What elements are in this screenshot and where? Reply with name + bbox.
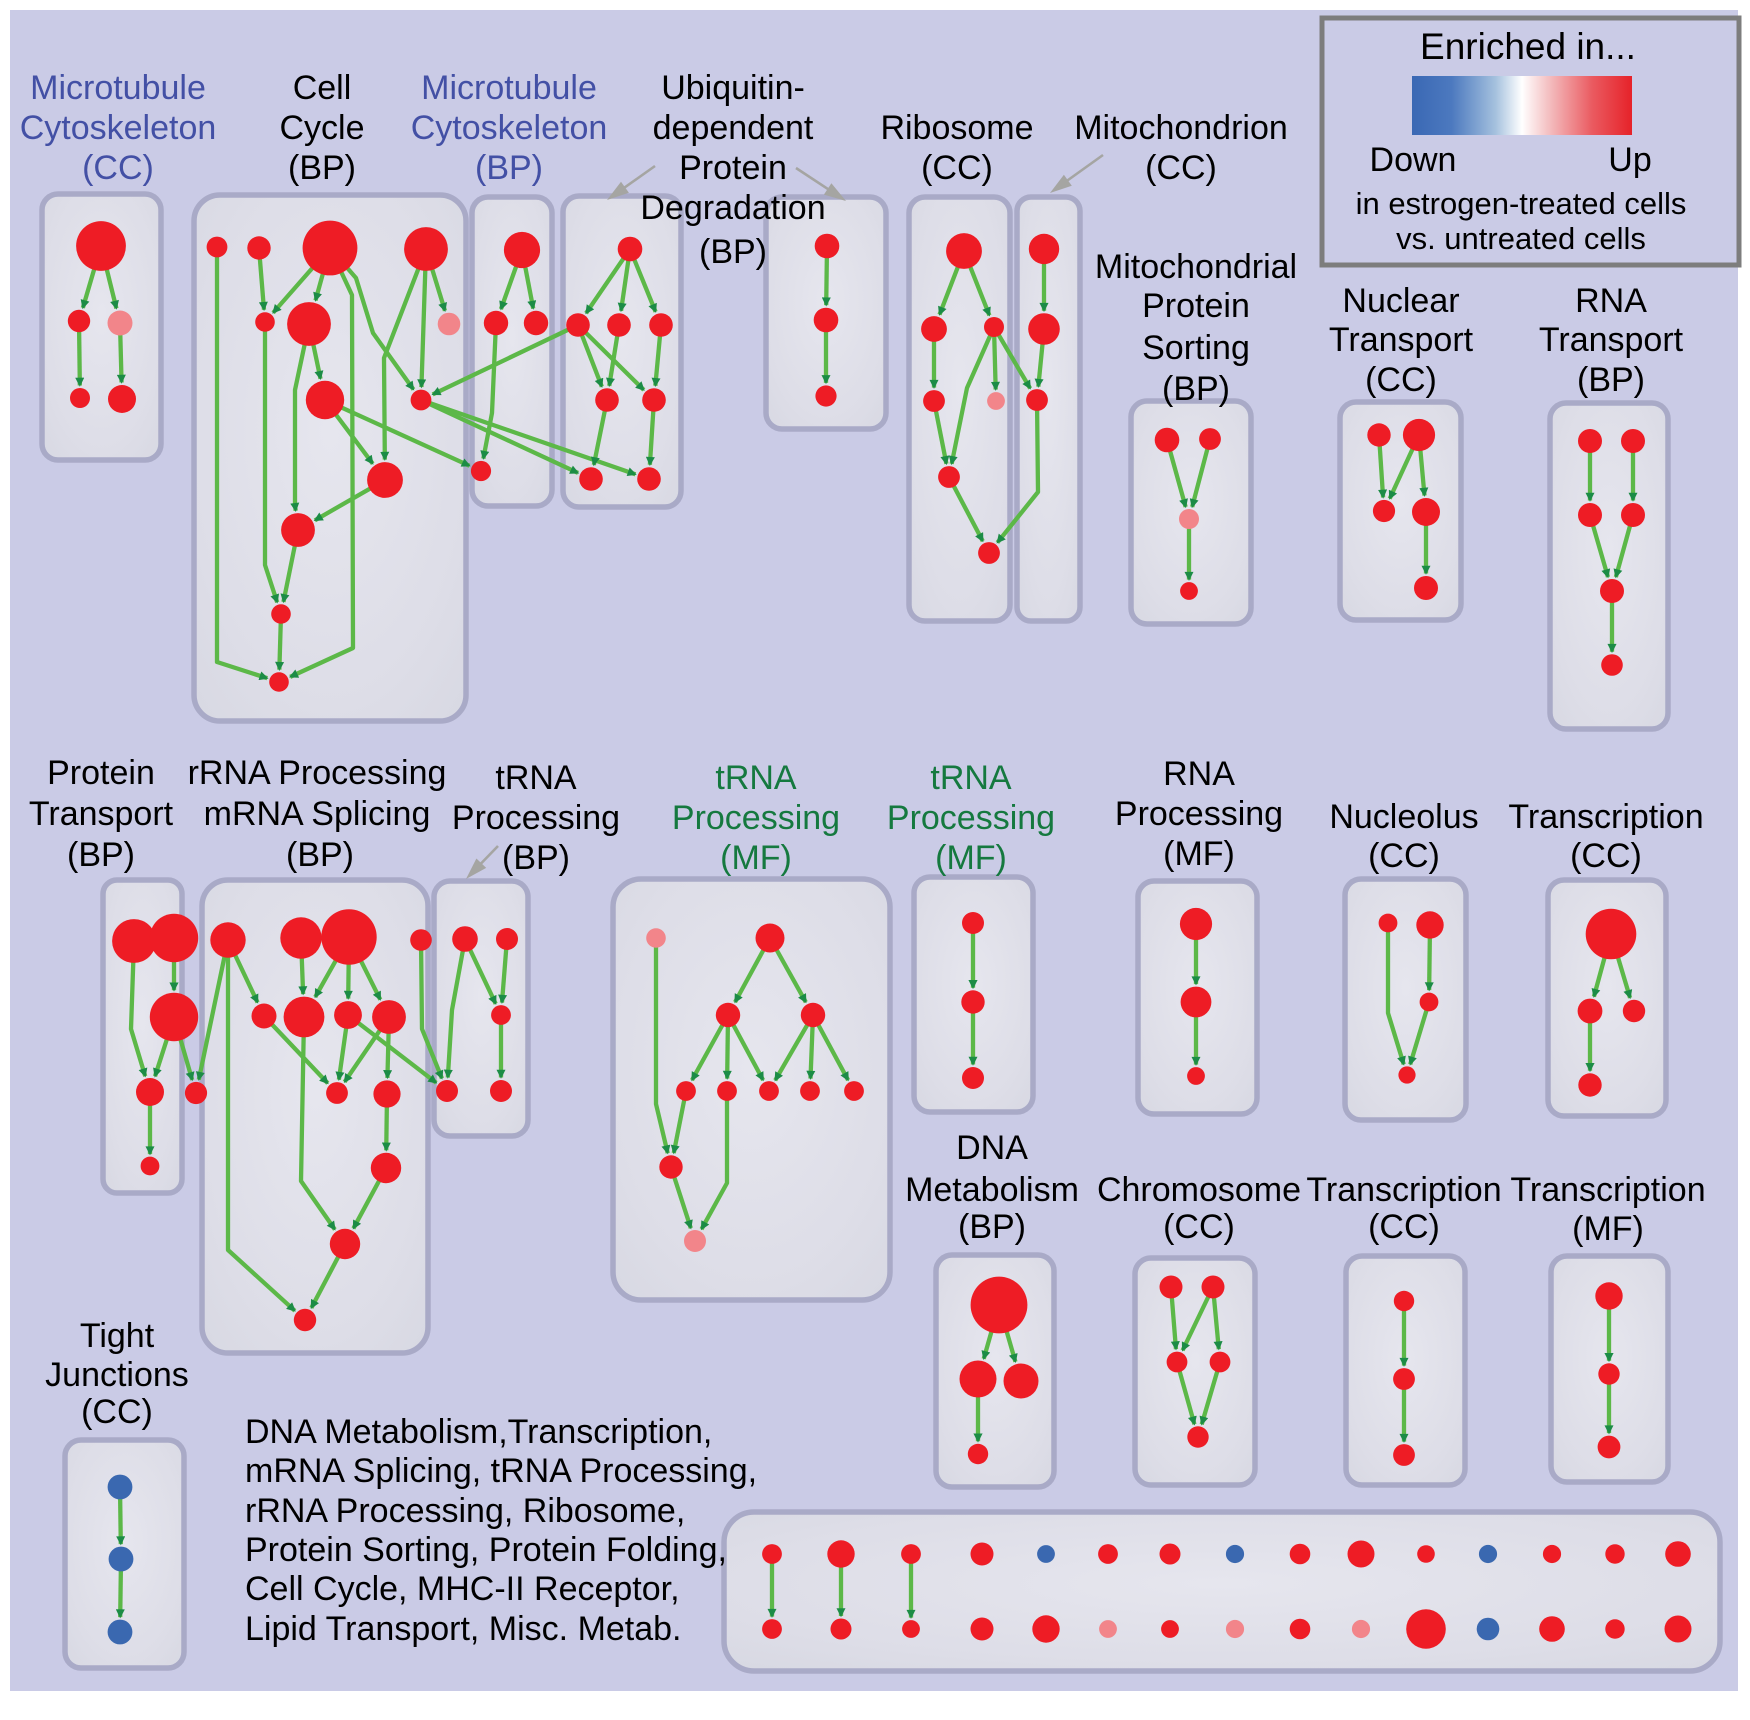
svg-text:mRNA Splicing: mRNA Splicing: [204, 795, 431, 833]
svg-text:Processing: Processing: [452, 799, 620, 837]
svg-text:(CC): (CC): [82, 149, 154, 187]
svg-text:Degradation: Degradation: [640, 189, 825, 227]
svg-text:tRNA: tRNA: [495, 759, 577, 797]
svg-text:Cycle: Cycle: [279, 109, 364, 147]
svg-text:Protein: Protein: [47, 754, 155, 792]
svg-text:vs. untreated cells: vs. untreated cells: [1396, 221, 1646, 256]
svg-text:Ribosome: Ribosome: [880, 109, 1033, 147]
svg-text:(CC): (CC): [1368, 1208, 1440, 1246]
svg-text:Transport: Transport: [1539, 321, 1684, 359]
svg-text:Up: Up: [1608, 141, 1651, 179]
svg-text:(CC): (CC): [1145, 149, 1217, 187]
svg-text:(CC): (CC): [921, 149, 993, 187]
svg-text:Transcription: Transcription: [1510, 1171, 1705, 1209]
svg-text:(CC): (CC): [1570, 837, 1642, 875]
svg-text:Metabolism: Metabolism: [905, 1171, 1079, 1209]
svg-text:Cell Cycle, MHC-II Receptor,: Cell Cycle, MHC-II Receptor,: [245, 1570, 680, 1608]
svg-text:(BP): (BP): [1577, 361, 1645, 399]
svg-text:(BP): (BP): [475, 149, 543, 187]
svg-text:Transport: Transport: [1329, 321, 1474, 359]
svg-text:Mitochondrial: Mitochondrial: [1095, 248, 1297, 286]
svg-text:Nuclear: Nuclear: [1342, 282, 1459, 320]
svg-text:Mitochondrion: Mitochondrion: [1074, 109, 1288, 147]
svg-text:rRNA Processing, Ribosome,: rRNA Processing, Ribosome,: [245, 1492, 685, 1530]
svg-text:Enriched in...: Enriched in...: [1420, 26, 1636, 67]
svg-text:(BP): (BP): [1162, 370, 1230, 408]
svg-text:(MF): (MF): [1163, 835, 1235, 873]
svg-text:(MF): (MF): [720, 839, 792, 877]
svg-text:(BP): (BP): [288, 149, 356, 187]
svg-text:(CC): (CC): [1163, 1208, 1235, 1246]
svg-text:tRNA: tRNA: [930, 759, 1012, 797]
svg-text:Cytoskeleton: Cytoskeleton: [20, 109, 217, 147]
svg-text:rRNA Processing: rRNA Processing: [188, 754, 447, 792]
svg-text:RNA: RNA: [1575, 282, 1647, 320]
svg-text:Down: Down: [1370, 141, 1457, 179]
svg-text:tRNA: tRNA: [715, 759, 797, 797]
svg-text:Processing: Processing: [672, 799, 840, 837]
svg-text:Protein: Protein: [679, 149, 787, 187]
svg-text:in estrogen-treated cells: in estrogen-treated cells: [1356, 186, 1687, 221]
svg-text:Lipid Transport, Misc. Metab.: Lipid Transport, Misc. Metab.: [245, 1610, 682, 1648]
svg-text:Processing: Processing: [1115, 795, 1283, 833]
svg-text:RNA: RNA: [1163, 755, 1235, 793]
svg-text:Ubiquitin-: Ubiquitin-: [661, 69, 805, 107]
svg-text:Transport: Transport: [29, 795, 174, 833]
svg-text:Transcription: Transcription: [1306, 1171, 1501, 1209]
svg-text:Sorting: Sorting: [1142, 329, 1250, 367]
svg-text:(MF): (MF): [935, 839, 1007, 877]
svg-text:DNA: DNA: [956, 1129, 1028, 1167]
svg-text:dependent: dependent: [653, 109, 814, 147]
svg-text:Microtubule: Microtubule: [30, 69, 206, 107]
svg-text:(CC): (CC): [81, 1393, 153, 1431]
svg-text:Nucleolus: Nucleolus: [1329, 798, 1478, 836]
svg-text:(BP): (BP): [699, 233, 767, 271]
svg-text:Chromosome: Chromosome: [1097, 1171, 1301, 1209]
svg-text:mRNA Splicing, tRNA Processing: mRNA Splicing, tRNA Processing,: [245, 1452, 757, 1490]
svg-text:Transcription: Transcription: [1508, 798, 1703, 836]
svg-text:(BP): (BP): [958, 1208, 1026, 1246]
svg-text:(CC): (CC): [1368, 837, 1440, 875]
svg-text:Protein Sorting, Protein Foldi: Protein Sorting, Protein Folding,: [245, 1531, 727, 1569]
svg-text:(BP): (BP): [502, 839, 570, 877]
svg-text:Protein: Protein: [1142, 287, 1250, 325]
svg-text:Microtubule: Microtubule: [421, 69, 597, 107]
svg-text:(BP): (BP): [286, 836, 354, 874]
svg-text:Processing: Processing: [887, 799, 1055, 837]
svg-text:Cytoskeleton: Cytoskeleton: [411, 109, 608, 147]
svg-text:(CC): (CC): [1365, 361, 1437, 399]
svg-text:(BP): (BP): [67, 836, 135, 874]
svg-text:DNA Metabolism,Transcription,: DNA Metabolism,Transcription,: [245, 1413, 712, 1451]
svg-text:Tight: Tight: [80, 1317, 155, 1355]
svg-text:Junctions: Junctions: [45, 1356, 189, 1394]
svg-text:(MF): (MF): [1572, 1210, 1644, 1248]
svg-text:Cell: Cell: [293, 69, 352, 107]
